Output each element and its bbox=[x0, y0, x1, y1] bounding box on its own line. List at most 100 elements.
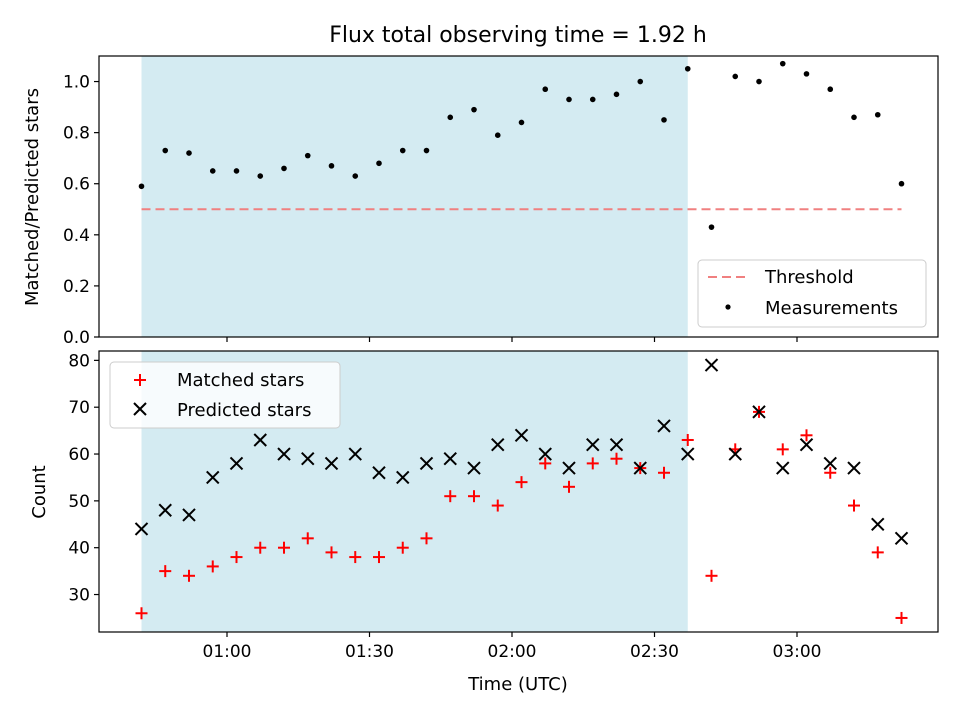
matched-star-point bbox=[183, 569, 195, 582]
matched-star-point bbox=[254, 541, 267, 554]
observing-window-shade-top bbox=[141, 56, 688, 337]
predicted-star-point bbox=[443, 452, 457, 466]
legend-matched-label: Matched stars bbox=[177, 370, 304, 391]
matched-star-point bbox=[206, 560, 219, 573]
y-tick-label: 0.0 bbox=[63, 328, 90, 348]
count-series bbox=[134, 358, 909, 624]
matched-star-point bbox=[396, 541, 409, 554]
measurement-point bbox=[352, 173, 359, 179]
x-tick-label: 03:00 bbox=[773, 642, 822, 662]
y-tick-label: 60 bbox=[68, 445, 90, 465]
predicted-star-point bbox=[799, 437, 814, 452]
matched-star-point bbox=[895, 611, 908, 624]
matched-star-point bbox=[824, 466, 837, 479]
y-axis-ticks-bottom: 30 40 50 60 70 80 bbox=[68, 351, 99, 606]
measurement-point bbox=[399, 147, 406, 154]
predicted-star-point bbox=[657, 419, 671, 433]
predicted-star-point bbox=[134, 522, 149, 536]
legend-predicted-swatch bbox=[133, 402, 147, 416]
measurement-point bbox=[209, 168, 216, 174]
measurement-point bbox=[779, 60, 786, 67]
measurement-point bbox=[518, 119, 525, 126]
measurement-point bbox=[376, 160, 382, 167]
matched-star-point bbox=[301, 532, 314, 545]
predicted-star-point bbox=[158, 503, 172, 517]
matched-star-point bbox=[563, 480, 575, 493]
x-axis-label: Time (UTC) bbox=[467, 674, 568, 695]
measurement-point bbox=[684, 65, 691, 72]
measurement-point bbox=[898, 180, 905, 187]
predicted-star-point bbox=[894, 531, 909, 546]
predicted-star-point bbox=[562, 461, 576, 475]
predicted-star-point bbox=[752, 405, 766, 419]
predicted-star-point bbox=[728, 447, 742, 461]
measurement-point bbox=[732, 73, 739, 80]
y-axis-label-top: Matched/Predicted stars bbox=[22, 88, 43, 306]
measurement-point bbox=[162, 147, 169, 154]
y-tick-label: 70 bbox=[68, 398, 90, 418]
predicted-star-point bbox=[372, 466, 386, 480]
y-tick-label: 80 bbox=[68, 351, 90, 371]
plot-frame-bottom bbox=[98, 350, 939, 633]
x-tick-label: 01:30 bbox=[345, 642, 394, 662]
measurement-point bbox=[257, 173, 264, 179]
x-tick-label: 01:00 bbox=[203, 642, 252, 662]
measurement-point bbox=[613, 91, 620, 98]
predicted-star-point bbox=[253, 433, 267, 447]
measurement-point bbox=[589, 96, 596, 103]
x-axis-ticks-top bbox=[226, 337, 798, 342]
y-tick-label: 0.8 bbox=[63, 124, 90, 144]
series-predicted-stars bbox=[134, 358, 909, 546]
legend-predicted-label: Predicted stars bbox=[177, 400, 311, 421]
measurement-point bbox=[827, 86, 834, 93]
x-axis-ticks-bottom: 01:00 01:30 02:00 02:30 03:00 bbox=[203, 632, 822, 662]
y-tick-label: 30 bbox=[68, 586, 90, 606]
measurement-point bbox=[186, 150, 192, 156]
predicted-star-point bbox=[348, 447, 362, 461]
matched-star-point bbox=[515, 476, 528, 489]
matched-star-point bbox=[349, 551, 362, 564]
measurement-point bbox=[471, 106, 477, 113]
predicted-star-point bbox=[538, 447, 552, 461]
matched-star-point bbox=[705, 569, 718, 582]
measurement-point bbox=[756, 78, 762, 85]
predicted-star-point bbox=[871, 517, 885, 531]
predicted-star-point bbox=[847, 461, 861, 475]
measurement-point bbox=[281, 165, 287, 172]
measurement-point bbox=[542, 86, 549, 93]
measurement-point bbox=[874, 111, 881, 118]
predicted-star-point bbox=[301, 452, 315, 466]
y-tick-label: 50 bbox=[68, 492, 90, 512]
legend-bottom: Matched stars Predicted stars bbox=[109, 361, 341, 429]
matched-star-point bbox=[420, 532, 433, 545]
legend-threshold-label: Threshold bbox=[764, 267, 854, 288]
predicted-star-point bbox=[491, 437, 505, 452]
predicted-star-point bbox=[396, 470, 410, 485]
y-tick-label: 0.6 bbox=[63, 175, 90, 195]
predicted-star-point bbox=[681, 447, 695, 461]
predicted-star-point bbox=[704, 358, 719, 372]
matched-star-point bbox=[800, 429, 813, 442]
matched-star-point bbox=[848, 499, 860, 512]
measurement-point bbox=[233, 168, 240, 174]
matched-star-point bbox=[491, 499, 504, 512]
matched-star-point bbox=[278, 541, 290, 554]
predicted-star-point bbox=[229, 456, 244, 471]
matched-star-point bbox=[325, 546, 338, 559]
predicted-star-point bbox=[419, 456, 434, 471]
matched-star-point bbox=[230, 551, 243, 564]
predicted-star-point bbox=[609, 437, 624, 452]
y-tick-label: 1.0 bbox=[63, 73, 90, 93]
predicted-star-point bbox=[182, 508, 196, 522]
matched-star-point bbox=[135, 607, 148, 620]
series-measurements bbox=[138, 60, 905, 230]
y-axis-ticks-top: 0.0 0.2 0.4 0.6 0.8 1.0 bbox=[63, 73, 99, 348]
predicted-star-point bbox=[206, 470, 220, 485]
measurement-point bbox=[566, 96, 572, 103]
matched-star-point bbox=[468, 490, 480, 503]
x-tick-label: 02:30 bbox=[630, 642, 679, 662]
chart-title: Flux total observing time = 1.92 h bbox=[329, 23, 707, 48]
matched-star-point bbox=[658, 466, 670, 479]
matched-star-point bbox=[681, 433, 694, 446]
